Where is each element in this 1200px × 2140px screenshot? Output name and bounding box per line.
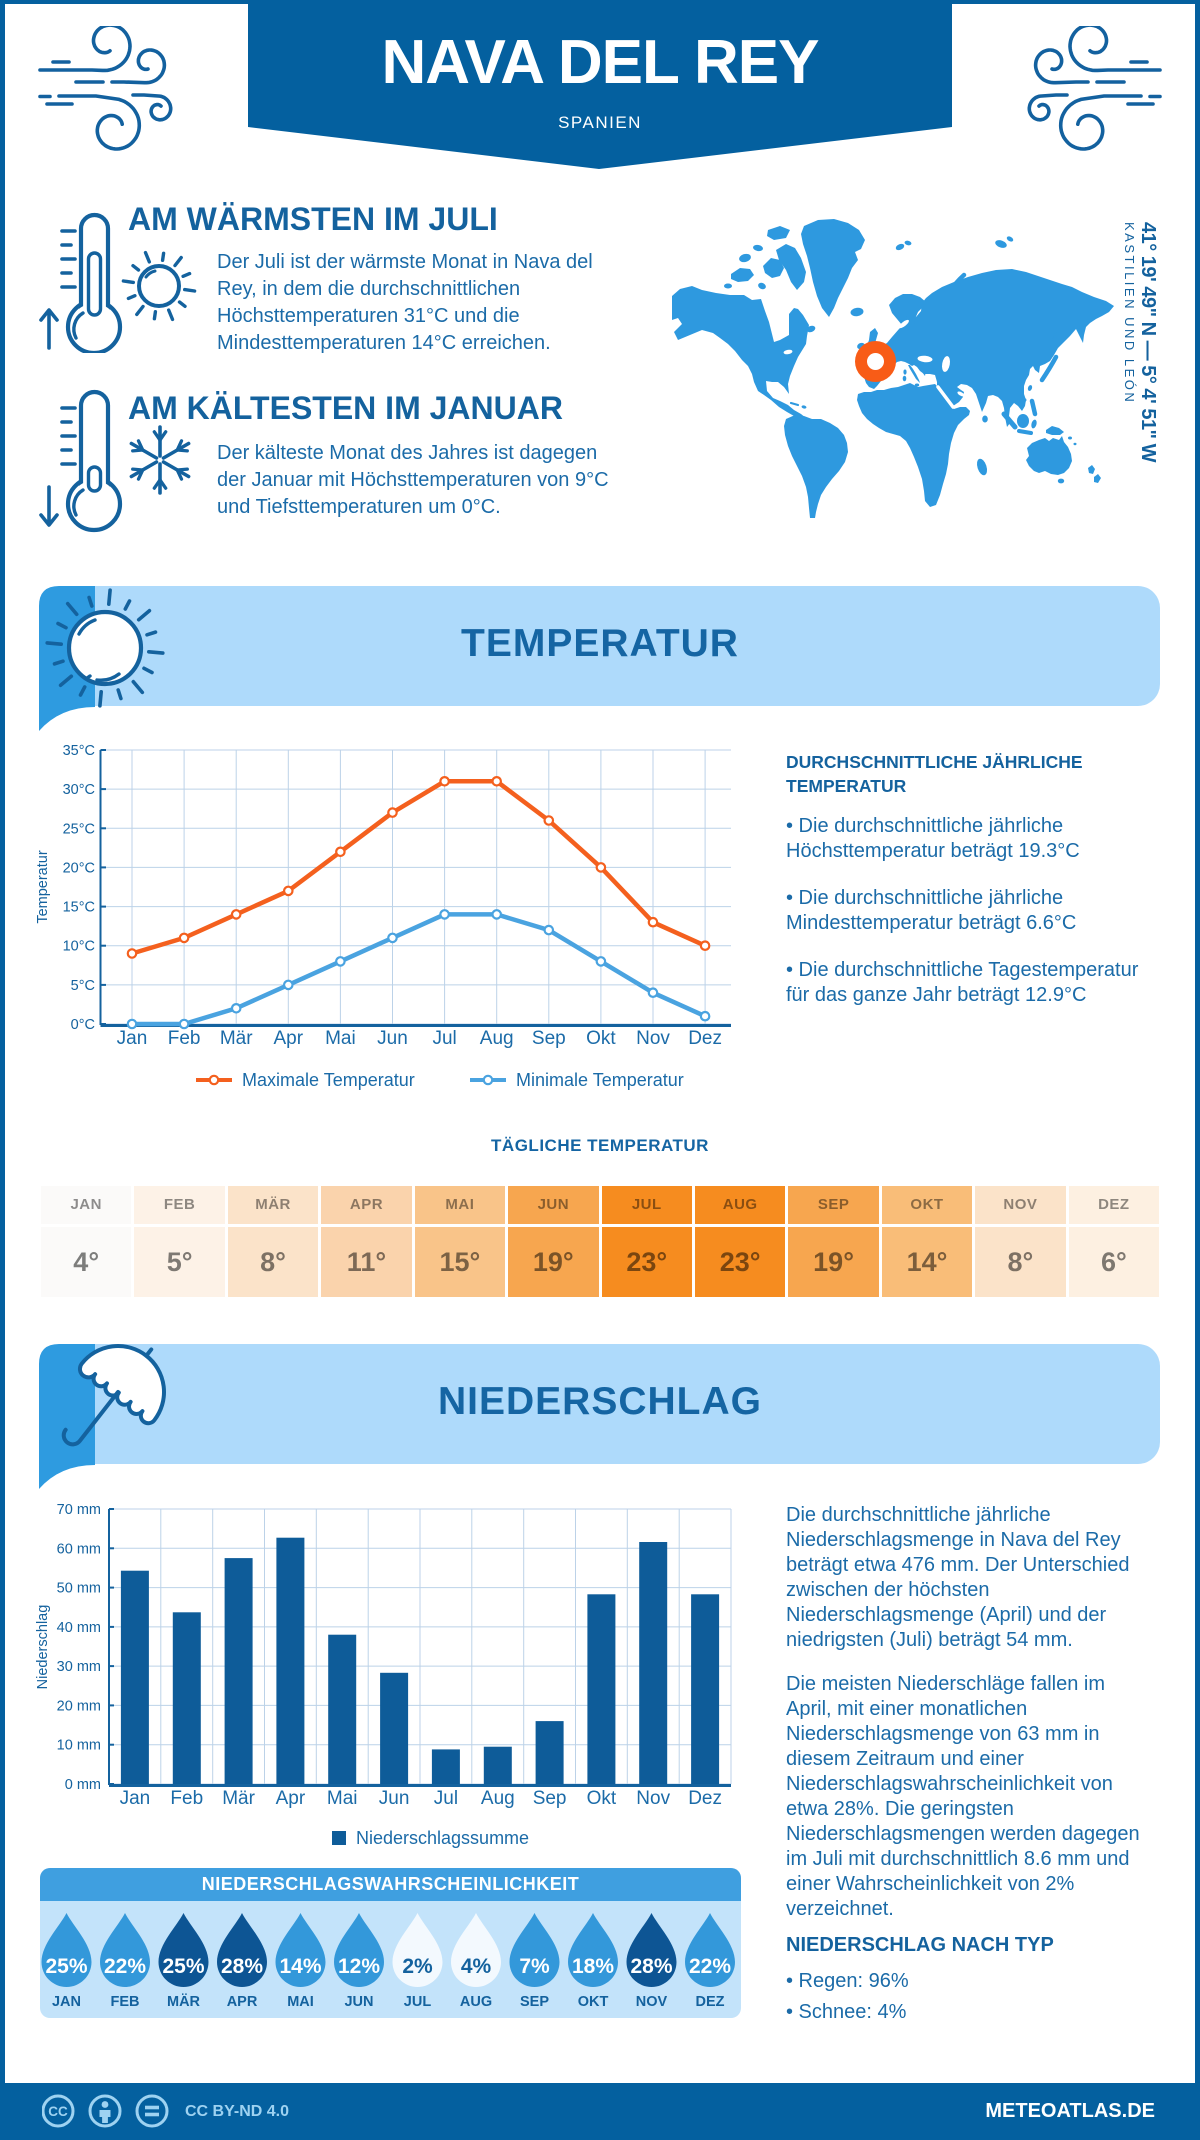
svg-text:0°C: 0°C — [71, 1017, 95, 1033]
svg-text:Nov: Nov — [636, 1028, 670, 1049]
svg-text:Feb: Feb — [170, 1788, 203, 1809]
svg-text:5°C: 5°C — [71, 978, 95, 994]
svg-text:Mär: Mär — [220, 1028, 253, 1049]
svg-text:12%: 12% — [338, 1955, 380, 1978]
svg-text:7%: 7% — [519, 1955, 550, 1978]
svg-text:Temperatur: Temperatur — [35, 850, 51, 924]
svg-text:OKT: OKT — [578, 1994, 609, 2010]
svg-text:50 mm: 50 mm — [57, 1581, 101, 1597]
svg-text:25%: 25% — [162, 1955, 204, 1978]
svg-text:Mär: Mär — [222, 1788, 255, 1809]
svg-text:Jul: Jul — [434, 1788, 458, 1809]
svg-text:Jan: Jan — [117, 1028, 148, 1049]
svg-text:CC: CC — [48, 2104, 68, 2119]
svg-text:18%: 18% — [572, 1955, 614, 1978]
svg-text:20 mm: 20 mm — [57, 1698, 101, 1714]
svg-text:Niederschlagssumme: Niederschlagssumme — [356, 1828, 529, 1848]
svg-text:NOV: NOV — [636, 1994, 668, 2010]
svg-text:Minimale Temperatur: Minimale Temperatur — [516, 1070, 684, 1090]
svg-text:60 mm: 60 mm — [57, 1541, 101, 1557]
svg-text:Aug: Aug — [480, 1028, 514, 1049]
svg-text:APR: APR — [227, 1994, 258, 2010]
svg-text:20°C: 20°C — [63, 860, 95, 876]
svg-text:35°C: 35°C — [63, 743, 95, 759]
svg-text:2%: 2% — [402, 1955, 433, 1978]
svg-text:0 mm: 0 mm — [65, 1777, 101, 1793]
svg-text:Mai: Mai — [327, 1788, 358, 1809]
svg-text:10 mm: 10 mm — [57, 1738, 101, 1754]
svg-text:Okt: Okt — [587, 1788, 617, 1809]
svg-text:4%: 4% — [461, 1955, 492, 1978]
svg-text:22%: 22% — [689, 1955, 731, 1978]
svg-text:40 mm: 40 mm — [57, 1620, 101, 1636]
svg-text:Jun: Jun — [379, 1788, 410, 1809]
svg-text:Maximale Temperatur: Maximale Temperatur — [242, 1070, 415, 1090]
svg-text:Jun: Jun — [377, 1028, 408, 1049]
svg-text:Nov: Nov — [636, 1788, 670, 1809]
svg-text:MAI: MAI — [287, 1994, 314, 2010]
svg-text:Niederschlag: Niederschlag — [35, 1605, 51, 1690]
svg-text:SEP: SEP — [520, 1994, 549, 2010]
svg-text:AUG: AUG — [460, 1994, 492, 2010]
svg-text:MÄR: MÄR — [167, 1993, 201, 2010]
svg-text:Apr: Apr — [276, 1788, 306, 1809]
svg-text:22%: 22% — [104, 1955, 146, 1978]
svg-text:28%: 28% — [221, 1955, 263, 1978]
svg-text:JUL: JUL — [404, 1994, 432, 2010]
svg-text:Dez: Dez — [688, 1028, 722, 1049]
svg-text:Apr: Apr — [274, 1028, 304, 1049]
svg-text:JUN: JUN — [344, 1994, 373, 2010]
svg-text:JAN: JAN — [52, 1994, 81, 2010]
svg-text:Sep: Sep — [532, 1028, 566, 1049]
svg-text:15°C: 15°C — [63, 900, 95, 916]
svg-text:DEZ: DEZ — [696, 1994, 725, 2010]
svg-text:28%: 28% — [630, 1955, 672, 1978]
svg-text:Aug: Aug — [481, 1788, 515, 1809]
svg-text:30 mm: 30 mm — [57, 1659, 101, 1675]
svg-text:Jul: Jul — [432, 1028, 456, 1049]
svg-text:14%: 14% — [279, 1955, 321, 1978]
svg-text:FEB: FEB — [111, 1994, 140, 2010]
svg-text:Dez: Dez — [688, 1788, 722, 1809]
svg-text:70 mm: 70 mm — [57, 1502, 101, 1518]
svg-text:Jan: Jan — [120, 1788, 151, 1809]
svg-text:25%: 25% — [45, 1955, 87, 1978]
svg-text:30°C: 30°C — [63, 782, 95, 798]
svg-text:25°C: 25°C — [63, 821, 95, 837]
svg-text:Sep: Sep — [533, 1788, 567, 1809]
svg-text:Mai: Mai — [325, 1028, 356, 1049]
svg-text:10°C: 10°C — [63, 939, 95, 955]
svg-text:Okt: Okt — [586, 1028, 616, 1049]
svg-text:Feb: Feb — [168, 1028, 201, 1049]
